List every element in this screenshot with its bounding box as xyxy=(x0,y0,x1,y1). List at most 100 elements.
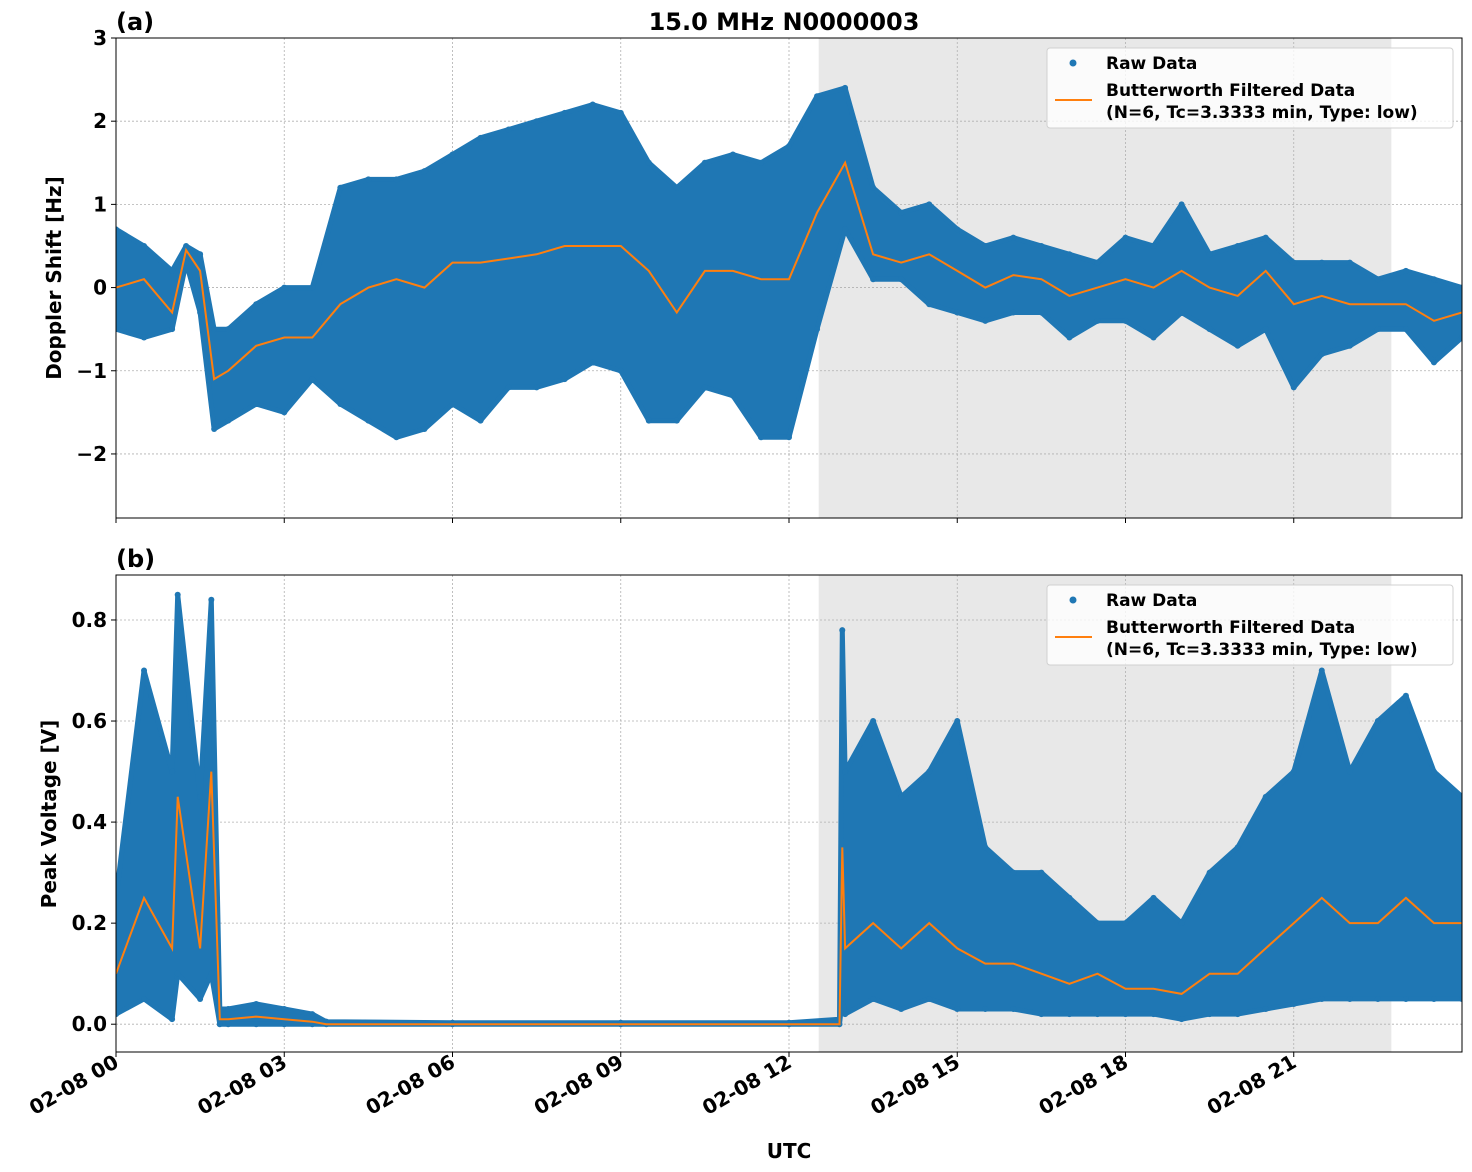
x-tick-label: 02-08 06 xyxy=(361,1050,459,1120)
raw-data-point-max xyxy=(449,151,456,158)
raw-data-point-max xyxy=(1066,251,1073,258)
raw-data-point-min xyxy=(1150,334,1157,341)
raw-data-point-min xyxy=(1038,1011,1045,1018)
raw-data-point-max xyxy=(1178,920,1185,927)
raw-data-point-max xyxy=(814,93,821,100)
raw-data-point-min xyxy=(1038,309,1045,316)
raw-data-point-max xyxy=(1178,201,1185,208)
raw-data-point-max xyxy=(141,667,148,674)
raw-data-point-min xyxy=(309,376,316,383)
legend-raw-label: Raw Data xyxy=(1106,591,1197,611)
raw-data-point-min xyxy=(701,384,708,391)
raw-data-point-max xyxy=(1402,692,1409,699)
raw-data-point-max xyxy=(309,1011,316,1018)
raw-data-point-min xyxy=(926,301,933,308)
plot-area xyxy=(116,591,1462,1028)
raw-data-point-max xyxy=(393,176,400,183)
raw-data-point-min xyxy=(1318,995,1325,1002)
legend-raw-marker xyxy=(1069,596,1077,604)
raw-data-point-min xyxy=(116,326,119,333)
raw-data-point-min xyxy=(225,1021,232,1028)
raw-data-point-min xyxy=(1290,384,1297,391)
raw-data-point-min xyxy=(1206,326,1213,333)
raw-data-point-max xyxy=(1122,234,1129,241)
x-tick-label: 02-08 21 xyxy=(1203,1050,1301,1120)
raw-data-point-min xyxy=(1094,317,1101,324)
raw-data-point-min xyxy=(1318,351,1325,358)
y-tick-label: 1 xyxy=(93,192,107,216)
raw-data-point-max xyxy=(1262,793,1269,800)
raw-data-point-max xyxy=(1346,259,1353,266)
raw-data-point-min xyxy=(1430,359,1437,366)
legend-filtered-params: (N=6, Tc=3.3333 min, Type: low) xyxy=(1106,103,1418,123)
legend-raw-marker xyxy=(1069,59,1077,67)
raw-data-point-min xyxy=(729,392,736,399)
raw-data-point-max xyxy=(211,326,218,333)
raw-data-point-max xyxy=(533,118,540,125)
raw-data-point-min xyxy=(393,434,400,441)
raw-data-point-max xyxy=(1038,242,1045,249)
raw-data-point-max xyxy=(1374,718,1381,725)
y-tick-label: 2 xyxy=(93,109,107,133)
raw-data-point-min xyxy=(982,1006,989,1013)
x-tick-label: 02-08 12 xyxy=(698,1050,796,1120)
raw-data-point-max xyxy=(1459,793,1462,800)
raw-data-point-min xyxy=(1066,334,1073,341)
x-tick-label: 02-08 18 xyxy=(1034,1050,1132,1120)
raw-data-point-min xyxy=(1346,995,1353,1002)
raw-data-point-max xyxy=(926,768,933,775)
raw-data-point-min xyxy=(1150,1011,1157,1018)
raw-data-point-max xyxy=(281,1006,288,1013)
raw-data-point-max xyxy=(1318,667,1325,674)
chart-title: 15.0 MHz N0000003 xyxy=(649,8,920,36)
raw-data-point-min xyxy=(1178,309,1185,316)
panel-a: −2 −1 0 1 2 3 Raw Data Butterworth Filtered Dat… xyxy=(76,26,1463,523)
raw-data-point-max xyxy=(1459,284,1462,291)
x-tick-label: 02-08 00 xyxy=(25,1050,123,1120)
plot-area xyxy=(116,84,1462,441)
raw-data-point-max xyxy=(197,793,204,800)
raw-data-point-min xyxy=(1402,326,1409,333)
y-tick-label: 0 xyxy=(93,276,107,300)
panel-b-label: (b) xyxy=(116,545,155,573)
raw-data-point-min xyxy=(1206,1011,1213,1018)
raw-data-point-max xyxy=(116,226,119,233)
y-tick-label: 3 xyxy=(93,26,107,50)
raw-data-point-min xyxy=(1234,342,1241,349)
raw-data-point-min xyxy=(757,434,764,441)
raw-data-point-min xyxy=(1459,334,1462,341)
raw-data-point-max xyxy=(870,184,877,191)
raw-data-point-max xyxy=(141,242,148,249)
raw-data-point-min xyxy=(1122,317,1129,324)
raw-data-point-max xyxy=(954,718,961,725)
raw-data-point-min xyxy=(253,401,260,408)
filtered-data-line xyxy=(116,771,1462,1026)
raw-data-point-max xyxy=(954,226,961,233)
raw-data-point-min xyxy=(1374,326,1381,333)
raw-data-point-min xyxy=(281,409,288,416)
raw-data-point-min xyxy=(281,1021,288,1028)
raw-data-point-min xyxy=(1010,309,1017,316)
raw-data-point-max xyxy=(477,134,484,141)
y-tick-label: −2 xyxy=(76,442,107,466)
raw-data-point-max xyxy=(253,301,260,308)
legend: Raw Data Butterworth Filtered Data(N=6, T… xyxy=(1046,47,1454,129)
raw-data-point-max xyxy=(1234,844,1241,851)
raw-data-point-max xyxy=(839,627,846,634)
raw-data-point-max xyxy=(1010,234,1017,241)
raw-data-point-min xyxy=(1346,342,1353,349)
raw-data-point-min xyxy=(870,995,877,1002)
raw-data-point-min xyxy=(505,384,512,391)
raw-data-point-max xyxy=(870,718,877,725)
panel-a-label: (a) xyxy=(116,8,154,36)
raw-data-point-min xyxy=(225,417,232,424)
y-tick-label: 0.6 xyxy=(72,709,107,733)
raw-data-point-max xyxy=(337,184,344,191)
raw-data-point-max xyxy=(1430,276,1437,283)
raw-data-point-max xyxy=(1318,259,1325,266)
raw-data-point-min xyxy=(1459,995,1462,1002)
raw-data-point-max xyxy=(1206,251,1213,258)
raw-data-point-min xyxy=(786,434,792,441)
raw-data-point-min xyxy=(898,1006,905,1013)
